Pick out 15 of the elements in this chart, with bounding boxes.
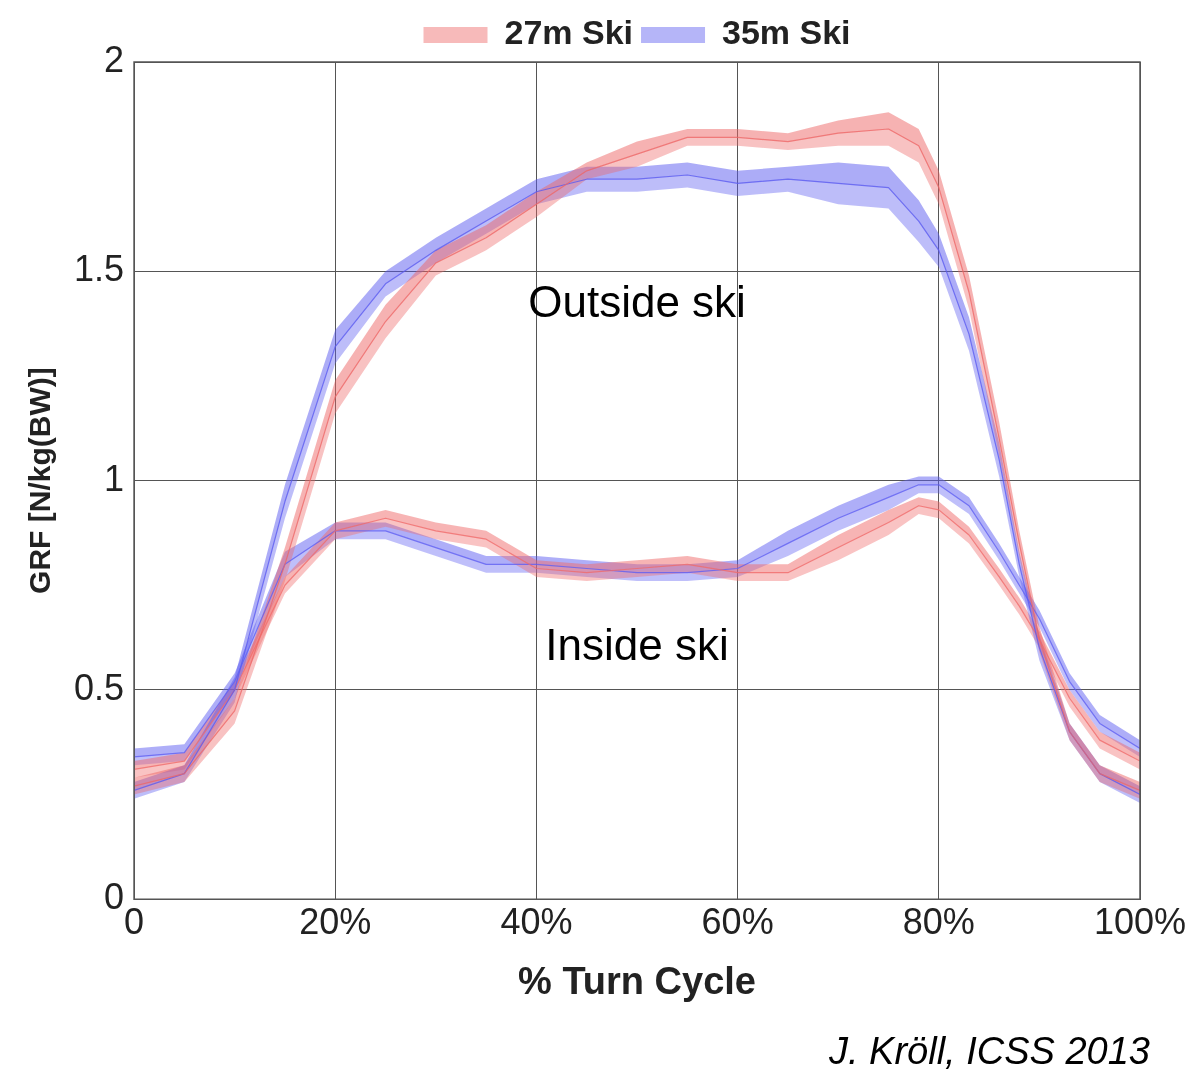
- x-axis-title: % Turn Cycle: [518, 959, 756, 1002]
- x-tick-label: 80%: [902, 900, 975, 942]
- x-tick-label: 40%: [500, 900, 573, 942]
- y-tick-label: 0.5: [74, 666, 125, 708]
- text: J. Kröll, ICSS 2013: [827, 1029, 1150, 1072]
- y-tick-label: 1: [104, 457, 125, 499]
- x-tick-label: 100%: [1093, 900, 1187, 942]
- legend-label: 27m Ski: [504, 13, 634, 52]
- legend-label: 35m Ski: [722, 13, 851, 52]
- y-tick-label: 1.5: [74, 248, 125, 290]
- y-axis-title: GRF [N/kg(BW)]: [23, 367, 57, 594]
- x-tick-label: 60%: [701, 900, 774, 942]
- y-tick-label: 2: [104, 38, 125, 80]
- x-tick-label: 20%: [299, 900, 372, 942]
- annotation: Inside ski: [545, 620, 729, 670]
